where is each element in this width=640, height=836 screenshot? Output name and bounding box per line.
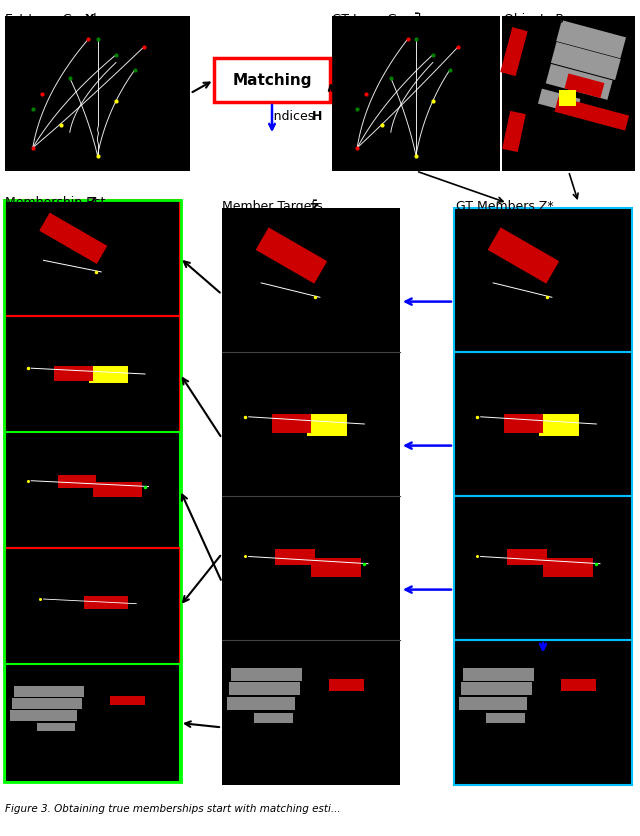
Bar	[5, 548, 180, 664]
Bar	[5, 432, 180, 548]
Bar	[5, 316, 180, 432]
Bar	[543, 558, 593, 577]
Bar	[222, 208, 400, 352]
Bar	[5, 548, 180, 664]
Bar	[5, 664, 180, 782]
Bar	[5, 664, 180, 782]
Bar	[460, 696, 527, 710]
Text: Est Lane Graph: Est Lane Graph	[5, 13, 105, 26]
Bar	[454, 640, 632, 785]
Bar	[454, 352, 632, 496]
Bar	[58, 475, 96, 487]
Bar	[36, 723, 75, 732]
Bar	[272, 414, 311, 433]
Bar	[4, 200, 181, 782]
Bar	[502, 16, 635, 171]
Text: Membership Est: Membership Est	[5, 196, 109, 209]
Bar	[5, 432, 180, 548]
Text: Figure 3. Obtaining true memberships start with matching esti...: Figure 3. Obtaining true memberships sta…	[5, 804, 340, 814]
Bar	[5, 200, 180, 316]
Bar	[454, 208, 632, 352]
Bar	[231, 668, 302, 681]
Bar	[10, 710, 77, 721]
Bar	[564, 74, 604, 98]
Bar	[307, 414, 347, 436]
Bar	[222, 352, 400, 496]
Bar	[502, 111, 526, 152]
Bar	[461, 682, 532, 695]
Bar	[13, 686, 84, 697]
Bar	[559, 90, 577, 106]
Bar	[500, 27, 528, 76]
Bar	[538, 89, 580, 114]
Bar	[84, 595, 127, 609]
Text: Objects B: Objects B	[504, 13, 564, 26]
Bar	[329, 679, 364, 691]
Bar	[39, 212, 108, 264]
Bar	[255, 227, 327, 283]
Bar	[12, 698, 82, 709]
Bar	[332, 16, 500, 171]
Bar	[551, 42, 621, 80]
Bar	[275, 549, 315, 565]
Bar	[5, 200, 180, 316]
Bar	[488, 227, 559, 283]
Text: GT Lane Graph: GT Lane Graph	[332, 13, 429, 26]
Text: Indices: Indices	[270, 110, 318, 123]
Bar	[554, 97, 629, 130]
Bar	[227, 696, 295, 710]
Bar	[454, 640, 632, 785]
Bar	[54, 366, 93, 381]
Bar	[486, 712, 525, 722]
Text: Matching: Matching	[232, 73, 312, 88]
Bar	[222, 640, 400, 785]
Bar	[454, 496, 632, 640]
Bar	[546, 64, 612, 99]
Bar	[561, 679, 596, 691]
Bar	[454, 496, 632, 640]
Text: $\mathbf{\bar{X}}$: $\mathbf{\bar{X}}$	[410, 13, 421, 29]
Text: Z: Z	[88, 196, 97, 209]
Bar	[454, 208, 632, 352]
Text: $\mathbf{\bar{Z}}$: $\mathbf{\bar{Z}}$	[309, 200, 319, 217]
Text: H: H	[312, 110, 323, 123]
Bar	[504, 414, 543, 433]
Bar	[5, 16, 190, 171]
Text: GT Members Z*: GT Members Z*	[456, 200, 554, 213]
Text: Member Targets: Member Targets	[222, 200, 327, 213]
Bar	[5, 316, 180, 432]
Bar	[540, 414, 579, 436]
Bar	[214, 58, 330, 102]
Bar	[254, 712, 293, 722]
Bar	[463, 668, 534, 681]
Bar	[454, 352, 632, 496]
Bar	[229, 682, 300, 695]
Text: X: X	[85, 13, 95, 26]
Bar	[508, 549, 547, 565]
Bar	[89, 366, 127, 383]
Bar	[110, 696, 145, 706]
Bar	[311, 558, 361, 577]
Bar	[222, 496, 400, 640]
Bar	[93, 482, 141, 497]
Bar	[556, 20, 626, 59]
